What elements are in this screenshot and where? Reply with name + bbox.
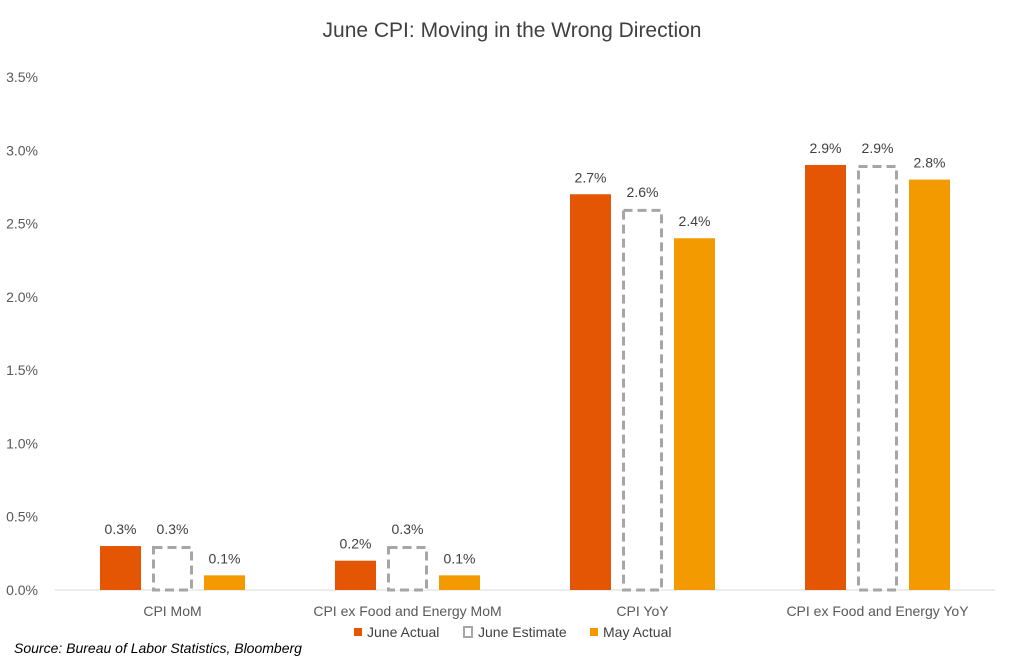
y-axis: 0.0% 0.5% 1.0% 1.5% 2.0% 2.5% 3.0% 3.5%	[6, 69, 38, 598]
data-label: 0.2%	[340, 536, 372, 552]
bar	[335, 560, 376, 590]
data-label: 2.9%	[862, 140, 894, 156]
bar	[909, 179, 950, 590]
y-tick-label: 2.0%	[6, 289, 38, 305]
bar	[439, 575, 480, 590]
y-tick-label: 1.5%	[6, 362, 38, 378]
data-label: 0.3%	[392, 521, 424, 537]
y-tick-label: 3.0%	[6, 142, 38, 158]
chart-title: June CPI: Moving in the Wrong Direction	[323, 19, 702, 42]
bar	[805, 164, 846, 590]
legend-item: June Actual	[354, 624, 439, 640]
legend-label: May Actual	[603, 624, 672, 640]
data-label: 2.9%	[810, 140, 842, 156]
y-tick-label: 2.5%	[6, 216, 38, 232]
x-axis: CPI MoM CPI ex Food and Energy MoM CPI YoY…	[55, 589, 995, 619]
y-tick-label: 0.5%	[6, 509, 38, 525]
x-tick-label: CPI MoM	[143, 603, 201, 619]
bar	[857, 164, 898, 592]
source-note: Source: Bureau of Labor Statistics, Bloo…	[14, 640, 302, 656]
bar	[152, 546, 193, 592]
x-tick-label: CPI YoY	[616, 603, 669, 619]
bar	[100, 546, 141, 590]
data-label: 2.7%	[575, 169, 607, 185]
bars	[100, 164, 950, 592]
y-tick-label: 0.0%	[6, 582, 38, 598]
legend: June Actual June Estimate May Actual	[0, 624, 1024, 644]
legend-label: June Estimate	[478, 624, 567, 640]
legend-swatch	[463, 626, 473, 638]
bar	[570, 194, 611, 590]
bar	[622, 208, 663, 592]
y-tick-label: 1.0%	[6, 435, 38, 451]
data-label: 2.6%	[627, 184, 659, 200]
data-label: 0.3%	[105, 521, 137, 537]
data-label: 0.3%	[157, 521, 189, 537]
legend-swatch	[590, 628, 598, 636]
legend-swatch	[354, 628, 362, 636]
legend-label: June Actual	[367, 624, 440, 640]
data-label: 0.1%	[444, 550, 476, 566]
x-tick-label: CPI ex Food and Energy YoY	[786, 603, 969, 619]
data-label: 2.4%	[679, 213, 711, 229]
data-label: 0.1%	[209, 550, 241, 566]
x-tick-label: CPI ex Food and Energy MoM	[313, 603, 501, 619]
bar	[204, 575, 245, 590]
data-labels: 0.3% 0.3% 0.1% 0.2% 0.3% 0.1% 2.7% 2.6% 2.4% 2.9%…	[105, 140, 946, 566]
bar	[674, 238, 715, 590]
y-tick-label: 3.5%	[6, 69, 38, 85]
legend-item: June Estimate	[463, 624, 567, 640]
legend-item: May Actual	[590, 624, 671, 640]
data-label: 2.8%	[914, 155, 946, 171]
bar	[387, 546, 428, 592]
